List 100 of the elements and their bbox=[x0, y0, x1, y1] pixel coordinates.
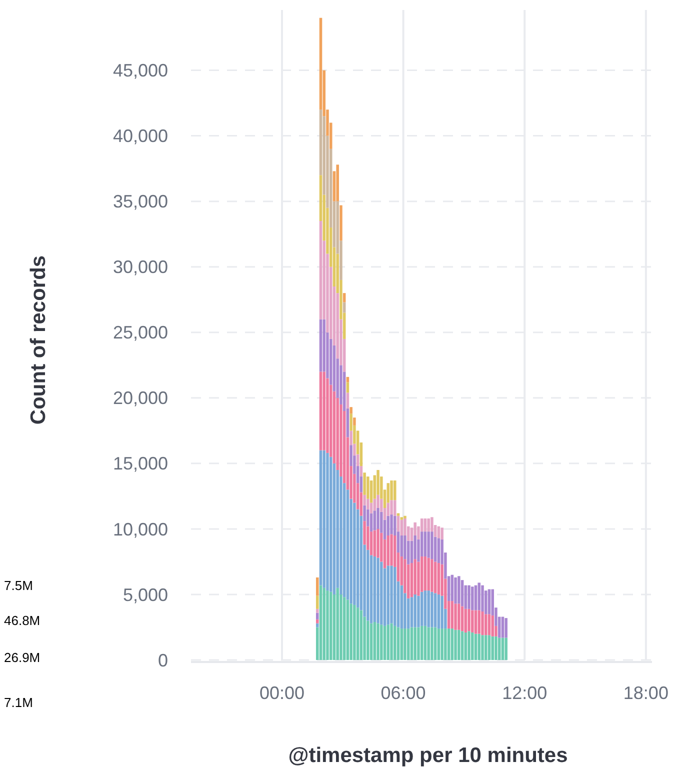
bar bbox=[488, 589, 491, 614]
bar bbox=[346, 392, 350, 408]
bar bbox=[488, 614, 491, 636]
bar bbox=[494, 636, 498, 660]
bar bbox=[427, 558, 430, 591]
bar bbox=[400, 628, 404, 660]
bar bbox=[390, 480, 393, 500]
bar bbox=[447, 628, 450, 660]
text: 7.1M bbox=[4, 695, 33, 710]
bar bbox=[458, 576, 460, 604]
bar bbox=[450, 628, 454, 660]
bar bbox=[360, 610, 363, 660]
text: 7.5M bbox=[4, 578, 33, 593]
bar bbox=[434, 562, 437, 594]
bar bbox=[353, 604, 356, 660]
text: 46.8M bbox=[4, 613, 40, 628]
bar bbox=[386, 566, 390, 625]
bar bbox=[417, 627, 420, 660]
text: 26.9M bbox=[4, 650, 40, 665]
bar bbox=[488, 635, 491, 660]
bar bbox=[350, 407, 352, 414]
bar bbox=[356, 608, 360, 660]
bar bbox=[484, 635, 488, 660]
bar bbox=[386, 624, 390, 660]
bar bbox=[437, 563, 440, 594]
bar bbox=[353, 418, 356, 426]
bar bbox=[342, 302, 346, 313]
bar bbox=[366, 476, 370, 499]
bar bbox=[396, 513, 400, 516]
y-tick-label: 5,000 bbox=[122, 584, 168, 605]
bar bbox=[322, 372, 326, 450]
bar bbox=[346, 382, 350, 393]
bar bbox=[468, 631, 470, 660]
bar bbox=[427, 590, 430, 628]
bar bbox=[468, 608, 470, 632]
bar bbox=[471, 586, 474, 610]
bar bbox=[424, 556, 427, 591]
bar bbox=[454, 604, 457, 630]
bar bbox=[373, 556, 376, 622]
bar bbox=[440, 628, 444, 660]
bar bbox=[420, 626, 424, 660]
bar bbox=[424, 532, 427, 556]
bar bbox=[427, 518, 430, 532]
bar bbox=[340, 205, 342, 241]
bar bbox=[396, 627, 400, 660]
bar bbox=[376, 528, 380, 558]
bar bbox=[481, 612, 484, 636]
bar bbox=[420, 592, 424, 626]
bar bbox=[373, 510, 376, 530]
bar bbox=[410, 597, 414, 628]
bar bbox=[501, 638, 504, 660]
x-tick-label: 00:00 bbox=[259, 683, 305, 703]
bar bbox=[376, 494, 380, 508]
bar bbox=[430, 532, 434, 560]
bar bbox=[376, 470, 380, 495]
bar bbox=[366, 620, 370, 660]
bar bbox=[481, 585, 484, 612]
x-tick-label: 18:00 bbox=[623, 683, 668, 703]
bar bbox=[386, 502, 390, 516]
bar bbox=[417, 596, 420, 628]
bar bbox=[390, 623, 393, 660]
y-axis-title: Count of records bbox=[27, 255, 50, 425]
bar bbox=[404, 516, 406, 518]
bar bbox=[380, 562, 383, 625]
bar bbox=[430, 627, 434, 660]
y-tick-label: 10,000 bbox=[112, 519, 168, 540]
bar bbox=[316, 596, 319, 609]
bar bbox=[342, 597, 346, 660]
bar bbox=[410, 563, 414, 598]
bar bbox=[471, 610, 474, 632]
bar bbox=[440, 528, 444, 540]
bar bbox=[464, 608, 468, 632]
bar bbox=[393, 480, 396, 500]
bar bbox=[478, 582, 481, 610]
bar bbox=[430, 559, 434, 592]
bar bbox=[380, 624, 383, 660]
bar bbox=[393, 500, 396, 516]
bar bbox=[504, 618, 508, 638]
bar bbox=[400, 517, 404, 520]
bar bbox=[410, 627, 414, 660]
bar bbox=[376, 508, 380, 529]
bar bbox=[414, 627, 416, 660]
y-tick-label: 45,000 bbox=[112, 60, 168, 81]
bar bbox=[386, 516, 390, 536]
bar bbox=[471, 632, 474, 660]
bar bbox=[376, 623, 380, 660]
bar bbox=[454, 630, 457, 660]
bar bbox=[366, 498, 370, 510]
bar bbox=[454, 577, 457, 604]
bar bbox=[346, 600, 350, 660]
bar bbox=[458, 630, 460, 660]
bar bbox=[350, 604, 352, 660]
bar bbox=[434, 593, 437, 628]
bar bbox=[478, 634, 481, 660]
bar bbox=[404, 628, 406, 660]
bar bbox=[437, 538, 440, 564]
bar bbox=[414, 594, 416, 628]
bar bbox=[322, 588, 326, 660]
bar bbox=[353, 502, 356, 605]
y-tick-label: 35,000 bbox=[112, 192, 168, 212]
